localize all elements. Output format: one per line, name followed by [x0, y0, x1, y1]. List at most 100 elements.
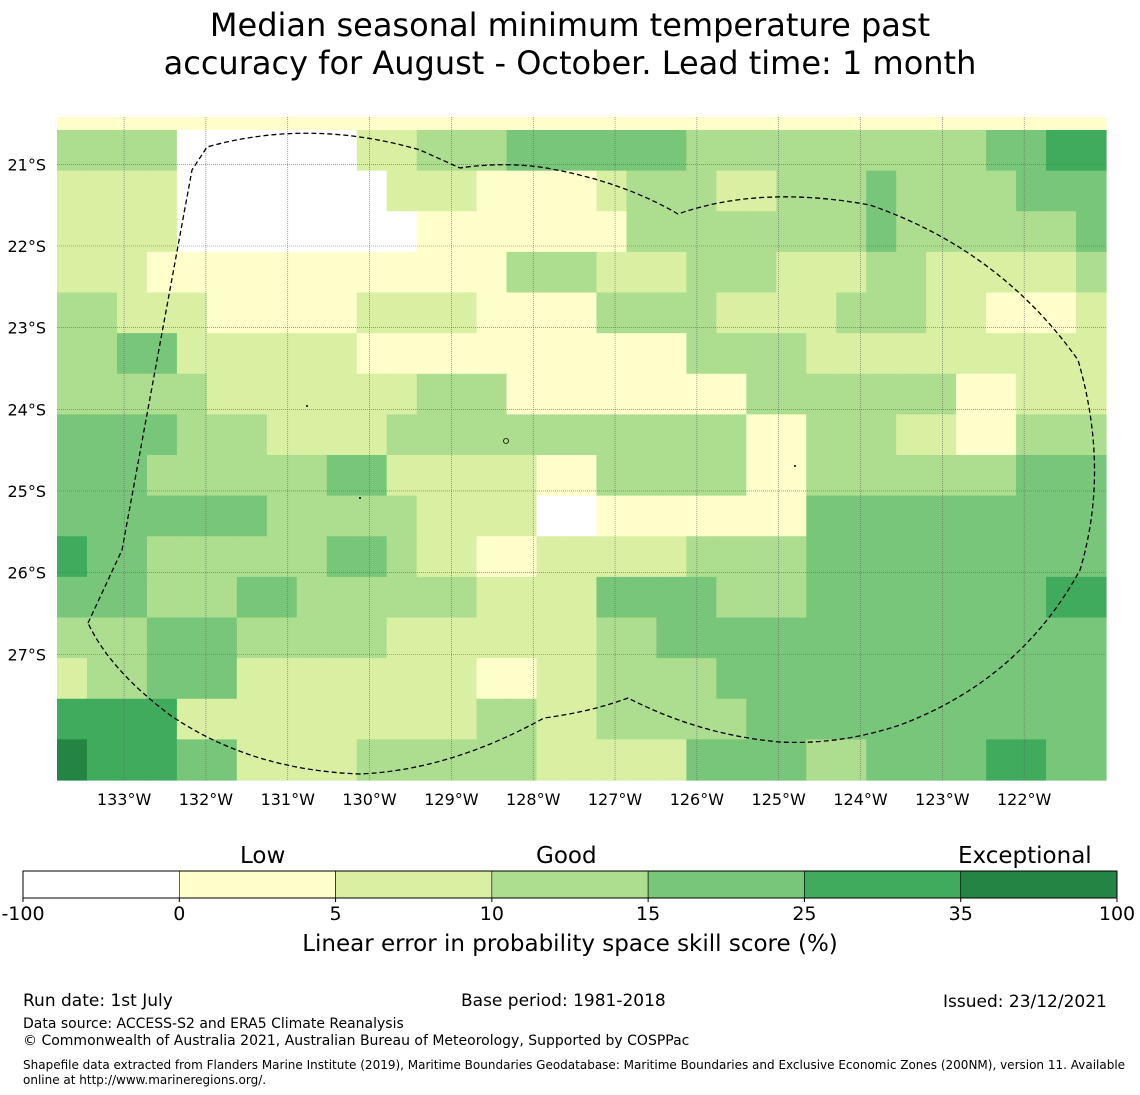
grid-cell	[506, 576, 538, 619]
grid-cell	[926, 495, 957, 537]
grid-cell	[536, 739, 568, 781]
grid-cell	[776, 170, 807, 212]
grid-cell	[116, 211, 148, 253]
grid-cell	[296, 414, 328, 456]
grid-cell	[656, 617, 687, 659]
grid-cell	[86, 455, 118, 497]
grid-cell	[566, 333, 598, 375]
grid-cell	[596, 373, 628, 415]
grid-cell	[1046, 117, 1077, 131]
grid-cell	[656, 414, 687, 456]
grid-cell	[716, 576, 747, 619]
grid-cell	[506, 117, 538, 131]
grid-cell	[686, 251, 717, 294]
grid-cell	[86, 536, 118, 578]
grid-cell	[296, 495, 328, 537]
grid-cell	[536, 130, 568, 172]
grid-cell	[386, 495, 418, 537]
grid-cell	[236, 698, 268, 740]
grid-cell	[896, 170, 927, 212]
grid-cell	[716, 495, 747, 537]
grid-cell	[896, 617, 927, 659]
grid-cell	[206, 211, 238, 253]
grid-cell	[356, 251, 388, 294]
grid-cell	[896, 373, 927, 415]
grid-cell	[956, 117, 987, 131]
grid-cell	[716, 211, 747, 253]
grid-cell	[776, 130, 807, 172]
grid-cell	[116, 536, 148, 578]
grid-cell	[206, 576, 238, 619]
grid-cell	[626, 495, 658, 537]
grid-cell	[776, 251, 807, 294]
grid-cell	[536, 536, 568, 578]
grid-cell	[356, 292, 388, 334]
grid-cell	[206, 739, 238, 781]
grid-cell	[686, 698, 717, 740]
grid-cell	[746, 658, 777, 700]
grid-cell	[896, 698, 927, 740]
grid-cell	[746, 373, 777, 415]
grid-cell	[836, 617, 867, 659]
grid-cell	[896, 130, 927, 172]
grid-cell	[746, 536, 777, 578]
grid-cell	[386, 455, 418, 497]
grid-cell	[1076, 617, 1107, 659]
grid-cell	[686, 495, 717, 537]
lat-label: 24°S	[7, 400, 46, 419]
grid-cell	[716, 130, 747, 172]
grid-cell	[866, 292, 897, 334]
grid-cell	[836, 658, 867, 700]
grid-cell	[356, 130, 388, 172]
grid-cell	[656, 117, 687, 131]
colorbar-tick-label: 15	[636, 903, 660, 925]
grid-cell	[596, 130, 628, 172]
grid-cell	[986, 455, 1017, 497]
grid-cell	[356, 576, 388, 619]
grid-cell	[1076, 698, 1107, 740]
grid-cell	[716, 373, 747, 415]
lat-label: 21°S	[7, 155, 46, 174]
grid-cell	[146, 698, 178, 740]
colorbar-segment	[960, 870, 1118, 899]
grid-cell	[926, 373, 957, 415]
grid-cell	[57, 251, 88, 294]
eez-boundary	[87, 132, 1096, 775]
grid-cell	[266, 130, 298, 172]
grid-cell	[956, 536, 987, 578]
grid-cell	[326, 333, 358, 375]
grid-cell	[326, 739, 358, 781]
grid-cell	[476, 414, 508, 456]
grid-cell	[176, 251, 208, 294]
grid-cell	[566, 292, 598, 334]
grid-cell	[86, 333, 118, 375]
grid-cell	[626, 251, 658, 294]
grid-cell	[596, 617, 628, 659]
grid-cell	[176, 211, 208, 253]
grid-cell	[416, 698, 448, 740]
colorbar-ticks: -100 0 5 10 15 25 35 100	[1, 898, 1135, 925]
grid-cell	[326, 292, 358, 334]
grid-cell	[836, 130, 867, 172]
grid-cell	[296, 658, 328, 700]
grid-cell	[1076, 117, 1107, 131]
grid-cell	[146, 117, 178, 131]
grid-cell	[1046, 414, 1077, 456]
grid-cell	[1016, 414, 1047, 456]
grid-cell	[57, 698, 88, 740]
grid-cell	[446, 170, 478, 212]
grid-cell	[416, 130, 448, 172]
grid-cell	[986, 373, 1017, 415]
grid-cell	[446, 414, 478, 456]
grid-cell	[446, 698, 478, 740]
grid-cell	[326, 117, 358, 131]
grid-cell	[626, 130, 658, 172]
grid-cell	[866, 739, 897, 781]
grid-cell	[806, 739, 837, 781]
grid-cell	[956, 373, 987, 415]
grid-cell	[956, 617, 987, 659]
grid-cell	[416, 576, 448, 619]
grid-cell	[266, 170, 298, 212]
grid-cell	[686, 333, 717, 375]
data-source: Data source: ACCESS-S2 and ERA5 Climate …	[23, 1016, 404, 1032]
